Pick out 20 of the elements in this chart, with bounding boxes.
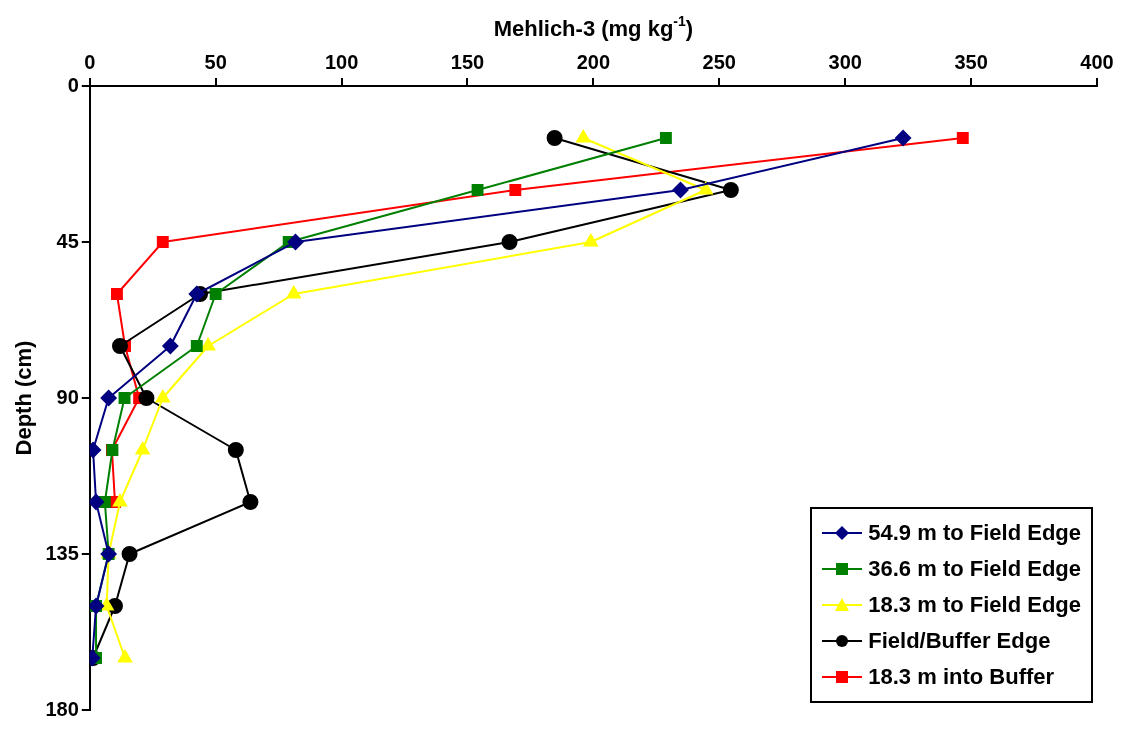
legend-label: Field/Buffer Edge <box>868 628 1051 654</box>
x-tick-label: 100 <box>324 50 359 73</box>
legend-label: 54.9 m to Field Edge <box>868 520 1081 546</box>
legend-label: 18.3 m into Buffer <box>868 664 1055 690</box>
y-tick-label: 135 <box>45 541 79 564</box>
legend-label: 36.6 m to Field Edge <box>868 556 1081 582</box>
y-axis-title: Depth (cm) <box>11 340 37 456</box>
x-tick-label: 50 <box>204 50 227 73</box>
y-tick-label: 180 <box>45 697 79 720</box>
y-tick-label: 90 <box>56 385 79 408</box>
x-tick-label: 300 <box>828 50 862 73</box>
x-tick-label: 200 <box>576 50 611 73</box>
legend-label: 18.3 m to Field Edge <box>868 592 1081 618</box>
x-tick-label: 0 <box>84 50 96 73</box>
x-tick-label: 250 <box>702 50 736 73</box>
x-tick-label: 150 <box>450 50 485 73</box>
x-tick-label: 400 <box>1080 50 1114 73</box>
y-tick-label: 45 <box>56 229 79 252</box>
y-tick-label: 0 <box>67 73 79 96</box>
x-tick-label: 350 <box>954 50 988 73</box>
